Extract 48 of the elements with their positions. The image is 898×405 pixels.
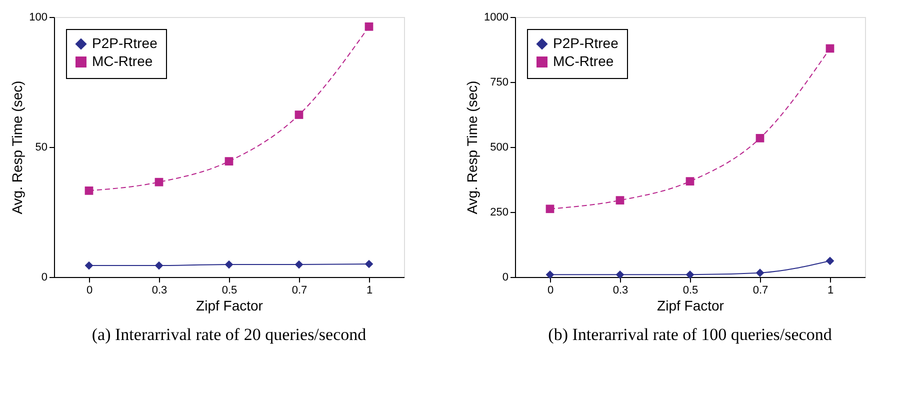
point — [686, 270, 694, 279]
point — [546, 270, 554, 279]
text: (a) Interarrival rate of 20 queries/second — [92, 325, 367, 344]
x-tick-label: 0 — [86, 284, 93, 296]
y-tick-label: 250 — [490, 206, 508, 218]
y-tick-label: 750 — [490, 76, 508, 88]
y-tick-label: 100 — [29, 12, 48, 24]
text: (b) Interarrival rate of 100 queries/second — [548, 325, 832, 344]
x-tick-label: 0.7 — [752, 284, 768, 296]
y-axis-title: Avg. Resp Time (sec) — [464, 80, 480, 214]
point — [294, 260, 304, 269]
legend-label: MC-Rtree — [553, 53, 614, 69]
y-tick-label: 500 — [490, 142, 508, 154]
point — [546, 204, 554, 214]
y-tick-label: 1000 — [484, 12, 508, 24]
x-tick-label: 0.7 — [292, 284, 308, 296]
legend-label: P2P-Rtree — [92, 35, 158, 51]
y-tick-label: 50 — [35, 142, 48, 154]
point — [616, 196, 624, 204]
point — [224, 157, 234, 166]
point — [364, 260, 374, 268]
point — [154, 178, 164, 186]
point — [616, 270, 624, 279]
x-tick-label: 0.3 — [152, 284, 168, 296]
point — [84, 186, 94, 195]
point — [364, 22, 374, 31]
x-axis-title: Zipf Factor — [657, 298, 724, 314]
point — [756, 268, 764, 278]
x-tick-label: 1 — [827, 284, 834, 296]
point — [686, 177, 694, 186]
point — [294, 110, 304, 119]
point — [84, 261, 94, 270]
x-tick-label: 0.3 — [612, 284, 628, 296]
point — [154, 261, 164, 270]
legend-label: P2P-Rtree — [553, 35, 619, 51]
point — [826, 256, 834, 266]
point — [826, 44, 834, 53]
point — [224, 260, 234, 269]
x-tick-label: 0.5 — [682, 284, 698, 296]
x-tick-label: 1 — [366, 284, 373, 296]
x-axis-title: Zipf Factor — [196, 298, 264, 314]
y-tick-label: 0 — [41, 272, 48, 284]
point — [756, 134, 764, 142]
legend-label: MC-Rtree — [92, 53, 153, 69]
x-tick-label: 0 — [547, 284, 554, 296]
y-axis-title: Avg. Resp Time (sec) — [9, 80, 26, 214]
x-tick-label: 0.5 — [222, 284, 238, 296]
y-tick-label: 0 — [502, 272, 508, 284]
